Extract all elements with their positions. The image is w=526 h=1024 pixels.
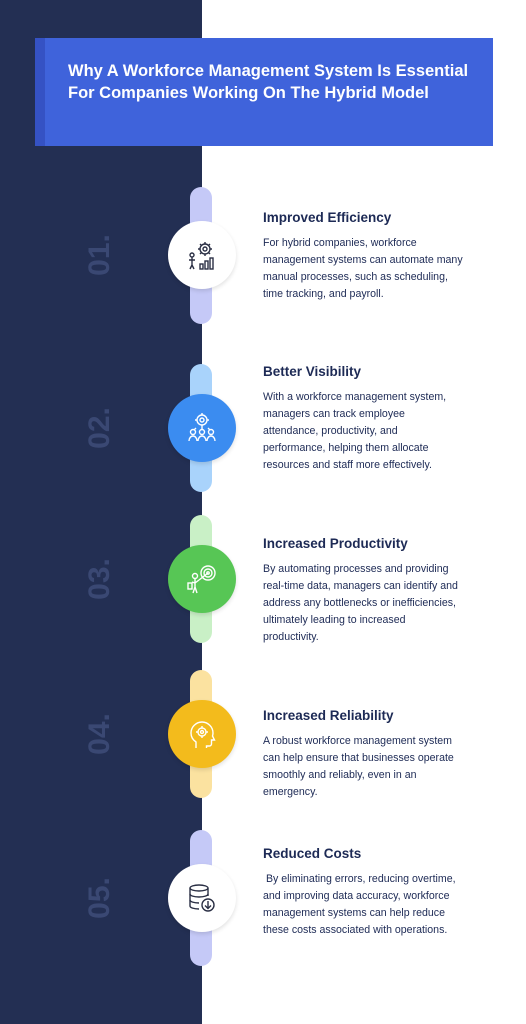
- head-gear-icon: [184, 716, 220, 752]
- header-banner: Why A Workforce Management System Is Ess…: [35, 38, 493, 146]
- left-panel: [0, 0, 202, 1024]
- step-1-number: 01.: [83, 234, 116, 276]
- step-3-number: 03.: [83, 558, 116, 600]
- step-2-number: 02.: [83, 407, 116, 449]
- step-4-number: 04.: [83, 713, 116, 755]
- step-4-description: A robust workforce management system can…: [263, 735, 454, 798]
- page-title: Why A Workforce Management System Is Ess…: [68, 62, 469, 102]
- step-2-description: With a workforce management system, mana…: [263, 391, 447, 471]
- step-2-title: Better Visibility: [263, 364, 362, 379]
- team-gear-icon: [184, 410, 220, 446]
- step-1-description: For hybrid companies, workforce manageme…: [263, 237, 463, 300]
- step-1-icon-circle: [168, 221, 236, 289]
- header-accent-bar: [35, 38, 45, 146]
- step-5-title: Reduced Costs: [263, 846, 362, 861]
- target-person-icon: [184, 561, 220, 597]
- step-3-icon-circle: [168, 545, 236, 613]
- step-3-title: Increased Productivity: [263, 536, 408, 551]
- database-download-icon: [185, 881, 219, 915]
- step-1-title: Improved Efficiency: [263, 210, 392, 225]
- step-2-icon-circle: [168, 394, 236, 462]
- step-5-number: 05.: [83, 877, 116, 919]
- efficiency-gear-chart-icon: [185, 238, 219, 272]
- step-4-icon-circle: [168, 700, 236, 768]
- step-4-title: Increased Reliability: [263, 708, 394, 723]
- step-5-description: By eliminating errors, reducing overtime…: [263, 873, 459, 936]
- step-3-description: By automating processes and providing re…: [263, 563, 458, 643]
- step-5-icon-circle: [168, 864, 236, 932]
